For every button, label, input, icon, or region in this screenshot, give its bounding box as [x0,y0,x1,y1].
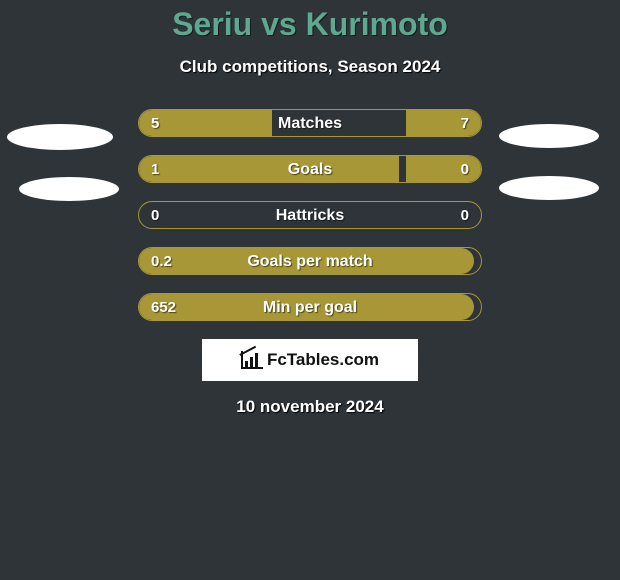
stat-row: 1Goals0 [138,155,482,183]
stat-row: 5Matches7 [138,109,482,137]
source-badge-text: FcTables.com [267,350,379,370]
date-label: 10 november 2024 [0,397,620,417]
stat-row: 0Hattricks0 [138,201,482,229]
comparison-widget: Seriu vs Kurimoto Club competitions, Sea… [0,0,620,580]
source-badge[interactable]: FcTables.com [202,339,418,381]
chart-icon [241,351,263,369]
stat-value-right: 0 [461,202,469,228]
stat-label: Hattricks [139,202,481,228]
stat-label: Goals [139,156,481,182]
player-badge-right-2 [499,176,599,200]
page-title: Seriu vs Kurimoto [0,6,620,43]
stat-value-right: 7 [461,110,469,136]
subtitle: Club competitions, Season 2024 [0,57,620,77]
stat-label: Min per goal [139,294,481,320]
stat-label: Matches [139,110,481,136]
player-badge-left-1 [7,124,113,150]
stat-row: 0.2Goals per match [138,247,482,275]
player-badge-right-1 [499,124,599,148]
stat-value-right: 0 [461,156,469,182]
stat-label: Goals per match [139,248,481,274]
player-badge-left-2 [19,177,119,201]
stat-row: 652Min per goal [138,293,482,321]
